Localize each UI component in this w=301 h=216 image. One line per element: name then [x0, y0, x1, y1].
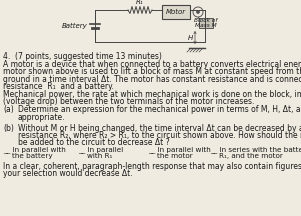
Text: A motor is a device that when connected to a battery converts electrical energy : A motor is a device that when connected …: [3, 60, 301, 69]
Text: __ In parallel: __ In parallel: [78, 146, 123, 153]
Text: resistance R₂, where R₂ > R₁, to the circuit shown above. How should the resisto: resistance R₂, where R₂ > R₁, to the cir…: [18, 131, 301, 140]
Text: Without M or H being changed, the time interval Δt can be decreased by adding on: Without M or H being changed, the time i…: [18, 124, 301, 133]
Circle shape: [197, 11, 200, 13]
Text: __ In parallel with: __ In parallel with: [3, 146, 66, 153]
Text: __ In series with the battery,: __ In series with the battery,: [210, 146, 301, 153]
Text: with R₁: with R₁: [78, 153, 112, 159]
Text: motor shown above is used to lift a block of mass M at constant speed from the g: motor shown above is used to lift a bloc…: [3, 67, 301, 76]
Text: Determine an expression for the mechanical power in terms of M, H, Δt, and physi: Determine an expression for the mechanic…: [18, 105, 301, 114]
Text: (b): (b): [3, 124, 14, 133]
Text: resistance  R₁  and a battery.: resistance R₁ and a battery.: [3, 82, 114, 91]
Text: R₁, and the motor: R₁, and the motor: [210, 153, 283, 159]
Text: (a): (a): [3, 105, 14, 114]
Text: R₁: R₁: [136, 0, 144, 5]
Text: In a clear, coherent, paragraph-length response that may also contain figures an: In a clear, coherent, paragraph-length r…: [3, 162, 301, 171]
Text: ground in a time interval Δt. The motor has constant resistance and is connected: ground in a time interval Δt. The motor …: [3, 75, 301, 84]
Bar: [162, 5, 190, 19]
Text: (voltage drop) between the two terminals of the motor increases.: (voltage drop) between the two terminals…: [3, 97, 254, 106]
Text: Motor: Motor: [166, 9, 186, 15]
Text: the motor: the motor: [148, 153, 193, 159]
Text: Battery: Battery: [62, 23, 88, 29]
Text: __ In parallel with: __ In parallel with: [148, 146, 211, 153]
Bar: [199, 18, 213, 28]
Text: be added to the circuit to decrease Δt ?: be added to the circuit to decrease Δt ?: [18, 138, 170, 147]
Text: Mechanical power, the rate at which mechanical work is done on the block, increa: Mechanical power, the rate at which mech…: [3, 90, 301, 99]
Text: appropriate.: appropriate.: [18, 113, 66, 122]
Text: 4.  (7 points, suggested time 13 minutes): 4. (7 points, suggested time 13 minutes): [3, 52, 162, 61]
Text: your selection would decrease Δt.: your selection would decrease Δt.: [3, 169, 133, 178]
Text: Block of
Mass M: Block of Mass M: [194, 17, 218, 28]
Text: H: H: [188, 35, 193, 41]
Text: the battery: the battery: [3, 153, 53, 159]
